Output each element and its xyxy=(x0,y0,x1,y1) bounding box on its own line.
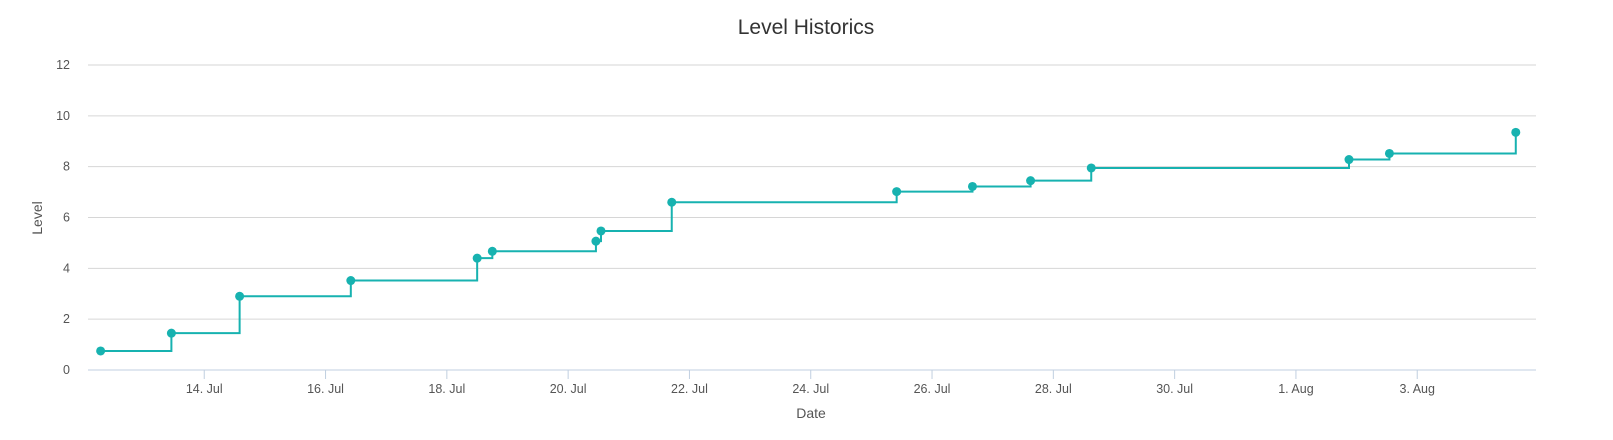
x-tick-label: 18. Jul xyxy=(428,382,465,396)
grid-lines xyxy=(88,64,1536,320)
data-point xyxy=(96,346,106,356)
y-axis-ticks: 0 2 4 6 8 10 12 xyxy=(56,58,70,377)
x-axis-title: Date xyxy=(796,405,826,421)
data-point xyxy=(667,197,677,207)
x-tick-label: 14. Jul xyxy=(186,382,223,396)
data-point xyxy=(1511,127,1521,137)
data-point xyxy=(1026,176,1036,186)
y-tick-label: 0 xyxy=(63,363,70,377)
x-tick-label: 28. Jul xyxy=(1035,382,1072,396)
data-point xyxy=(1344,155,1354,165)
data-point xyxy=(1384,148,1394,158)
x-tick-label: 24. Jul xyxy=(792,382,829,396)
y-tick-label: 10 xyxy=(56,109,70,123)
series-step-line xyxy=(100,132,1517,352)
x-tick-label: 30. Jul xyxy=(1156,382,1193,396)
y-tick-label: 4 xyxy=(63,261,70,275)
data-point xyxy=(487,246,497,256)
x-tick-label: 16. Jul xyxy=(307,382,344,396)
chart-title: Level Historics xyxy=(738,16,875,39)
data-point xyxy=(596,226,606,236)
x-axis: 14. Jul 16. Jul 18. Jul 20. Jul 22. Jul 24. J… xyxy=(88,369,1536,396)
data-point xyxy=(472,253,482,263)
data-point xyxy=(892,187,902,197)
y-tick-label: 6 xyxy=(63,211,70,225)
x-tick-label: 26. Jul xyxy=(914,382,951,396)
x-tick-label: 1. Aug xyxy=(1278,382,1313,396)
data-point xyxy=(166,328,176,338)
x-tick-label: 22. Jul xyxy=(671,382,708,396)
data-point xyxy=(346,276,356,286)
x-tick-label: 3. Aug xyxy=(1400,382,1435,396)
data-point xyxy=(967,181,977,191)
y-tick-label: 2 xyxy=(63,312,70,326)
y-tick-label: 12 xyxy=(56,58,70,72)
data-point xyxy=(1086,163,1096,173)
data-point xyxy=(591,236,601,246)
x-tick-label: 20. Jul xyxy=(550,382,587,396)
y-axis-title: Level xyxy=(29,201,45,234)
series-level xyxy=(96,127,1521,356)
data-point xyxy=(235,291,245,301)
y-tick-label: 8 xyxy=(63,160,70,174)
